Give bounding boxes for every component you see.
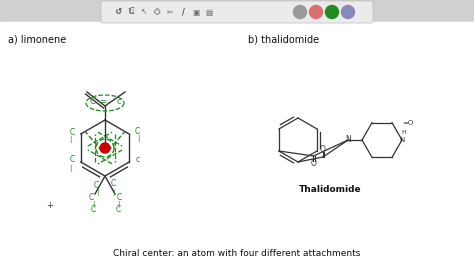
Text: C: C <box>69 155 74 164</box>
Text: Thalidomide: Thalidomide <box>299 185 361 194</box>
Text: |: | <box>117 200 119 208</box>
Text: ↖: ↖ <box>141 7 147 16</box>
FancyBboxPatch shape <box>101 1 373 23</box>
Text: ↺: ↺ <box>115 7 121 16</box>
Text: C: C <box>93 182 99 191</box>
Circle shape <box>100 143 110 153</box>
Text: |: | <box>70 164 72 172</box>
Text: |: | <box>92 200 94 208</box>
Text: ▤: ▤ <box>205 7 213 16</box>
Text: ✂: ✂ <box>167 7 173 16</box>
Text: C: C <box>88 194 94 202</box>
Circle shape <box>326 6 338 18</box>
Circle shape <box>341 6 355 18</box>
Text: C: C <box>110 180 116 188</box>
Text: /: / <box>182 7 184 16</box>
Text: |: | <box>70 135 72 143</box>
Text: N: N <box>345 135 351 144</box>
Text: b) thalidomide: b) thalidomide <box>248 34 319 44</box>
Text: C: C <box>91 205 96 214</box>
Text: C: C <box>115 205 120 214</box>
Text: =: = <box>100 97 107 106</box>
Text: C: C <box>128 7 134 16</box>
Text: Chiral center: an atom with four different attachments: Chiral center: an atom with four differe… <box>113 249 361 258</box>
Text: ↺: ↺ <box>115 7 121 16</box>
Circle shape <box>293 6 307 18</box>
Text: |: | <box>96 188 98 196</box>
Text: ▣: ▣ <box>192 7 200 16</box>
Text: /: / <box>182 7 184 16</box>
Text: c: c <box>135 155 139 164</box>
Text: ↻: ↻ <box>128 7 134 16</box>
Text: c: c <box>117 97 121 106</box>
Text: C: C <box>135 128 140 136</box>
Text: ⬡: ⬡ <box>154 7 160 16</box>
Text: =O: =O <box>402 120 413 126</box>
Text: |: | <box>137 135 139 143</box>
Circle shape <box>310 6 322 18</box>
Text: C: C <box>69 128 74 136</box>
Text: ◇: ◇ <box>154 7 160 16</box>
Text: C: C <box>117 194 122 202</box>
Text: H: H <box>401 130 406 135</box>
Text: C: C <box>89 97 95 106</box>
Text: a) limonene: a) limonene <box>8 34 66 44</box>
Text: O: O <box>320 145 326 154</box>
Text: +: + <box>46 200 54 210</box>
Text: O: O <box>310 158 317 167</box>
Text: |: | <box>112 188 114 196</box>
Text: N: N <box>400 137 405 143</box>
